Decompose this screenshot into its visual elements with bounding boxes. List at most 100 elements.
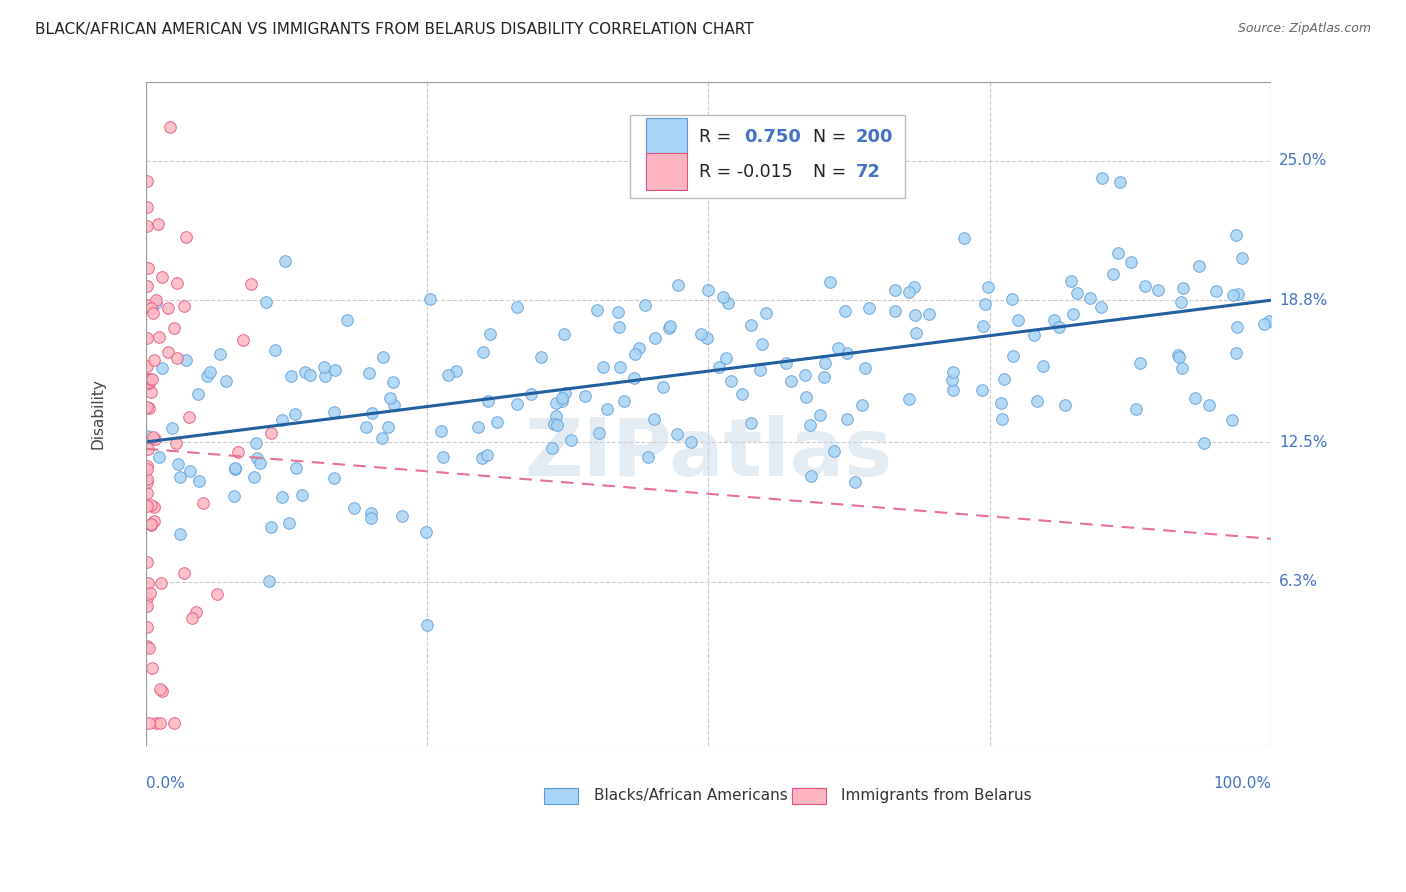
Point xyxy=(1225,346,1247,360)
Point xyxy=(271,413,294,427)
Point xyxy=(972,318,994,333)
Text: Source: ZipAtlas.com: Source: ZipAtlas.com xyxy=(1237,22,1371,36)
Point xyxy=(755,306,778,320)
Point xyxy=(1059,274,1081,288)
Point xyxy=(444,364,467,378)
Point xyxy=(853,361,876,376)
Point xyxy=(416,618,439,632)
Point xyxy=(135,279,157,293)
Point xyxy=(1226,319,1249,334)
Text: 100.0%: 100.0% xyxy=(1213,776,1271,791)
Point xyxy=(138,376,160,391)
Point xyxy=(322,471,344,485)
Point xyxy=(1032,359,1054,373)
Point xyxy=(429,424,451,438)
Point xyxy=(162,420,184,434)
Point xyxy=(623,370,645,384)
Point xyxy=(813,370,835,384)
Point xyxy=(883,303,905,318)
Point xyxy=(477,393,499,408)
Point xyxy=(167,458,190,472)
Point xyxy=(139,372,162,386)
Point xyxy=(149,716,172,731)
Point xyxy=(222,489,245,503)
Point xyxy=(990,395,1012,409)
Point xyxy=(953,231,976,245)
Point xyxy=(740,318,762,333)
Point xyxy=(717,295,740,310)
Point xyxy=(135,499,157,513)
Point xyxy=(740,416,762,430)
Point xyxy=(254,295,277,310)
Point xyxy=(668,277,690,292)
Point xyxy=(135,200,157,214)
Point xyxy=(709,359,731,374)
Point xyxy=(696,283,718,297)
Point xyxy=(163,716,186,731)
Point xyxy=(835,346,858,360)
Text: N =: N = xyxy=(813,162,846,180)
Point xyxy=(844,475,866,489)
Point xyxy=(607,319,630,334)
Point xyxy=(1109,175,1132,189)
Point xyxy=(419,292,441,306)
Text: 200: 200 xyxy=(856,128,893,146)
Point xyxy=(174,353,197,368)
Point xyxy=(823,443,845,458)
Point xyxy=(624,346,647,360)
Point xyxy=(1002,349,1025,363)
Point xyxy=(142,430,165,444)
Point xyxy=(135,620,157,634)
Point xyxy=(224,460,246,475)
Point xyxy=(361,406,384,420)
Point xyxy=(173,566,195,581)
Point xyxy=(135,462,157,476)
Text: 25.0%: 25.0% xyxy=(1279,153,1327,169)
Point xyxy=(169,527,191,541)
Point xyxy=(156,301,179,315)
Point xyxy=(651,380,673,394)
Point xyxy=(485,415,508,429)
Point xyxy=(135,555,157,569)
Point xyxy=(142,500,165,515)
Point xyxy=(135,472,157,486)
Point xyxy=(1167,350,1189,364)
Point xyxy=(152,361,174,376)
Point xyxy=(136,260,159,275)
Point xyxy=(1090,300,1112,314)
Point xyxy=(586,302,609,317)
Point xyxy=(146,217,169,231)
FancyBboxPatch shape xyxy=(647,153,688,190)
Point xyxy=(973,297,995,311)
Point xyxy=(135,174,157,188)
Text: 0.750: 0.750 xyxy=(744,128,801,146)
Point xyxy=(224,462,246,476)
Point xyxy=(149,682,172,697)
Point xyxy=(198,365,221,379)
Point xyxy=(380,391,402,405)
Text: Immigrants from Belarus: Immigrants from Belarus xyxy=(841,789,1032,803)
Point xyxy=(827,341,849,355)
FancyBboxPatch shape xyxy=(630,115,905,198)
Point xyxy=(163,320,186,334)
Point xyxy=(644,331,666,345)
Point xyxy=(382,398,405,412)
Point xyxy=(360,511,382,525)
Point xyxy=(1078,291,1101,305)
Point xyxy=(1194,436,1216,450)
Point xyxy=(243,470,266,484)
Point xyxy=(546,418,568,433)
Point xyxy=(554,385,576,400)
Text: BLACK/AFRICAN AMERICAN VS IMMIGRANTS FROM BELARUS DISABILITY CORRELATION CHART: BLACK/AFRICAN AMERICAN VS IMMIGRANTS FRO… xyxy=(35,22,754,37)
Point xyxy=(322,405,344,419)
Point xyxy=(942,365,965,379)
Point xyxy=(166,351,188,365)
Point xyxy=(905,326,928,341)
Point xyxy=(903,280,925,294)
Point xyxy=(139,498,162,512)
Point xyxy=(1171,361,1194,376)
Point xyxy=(714,351,737,366)
Point xyxy=(541,442,564,456)
Point xyxy=(731,387,754,401)
Point xyxy=(173,299,195,313)
